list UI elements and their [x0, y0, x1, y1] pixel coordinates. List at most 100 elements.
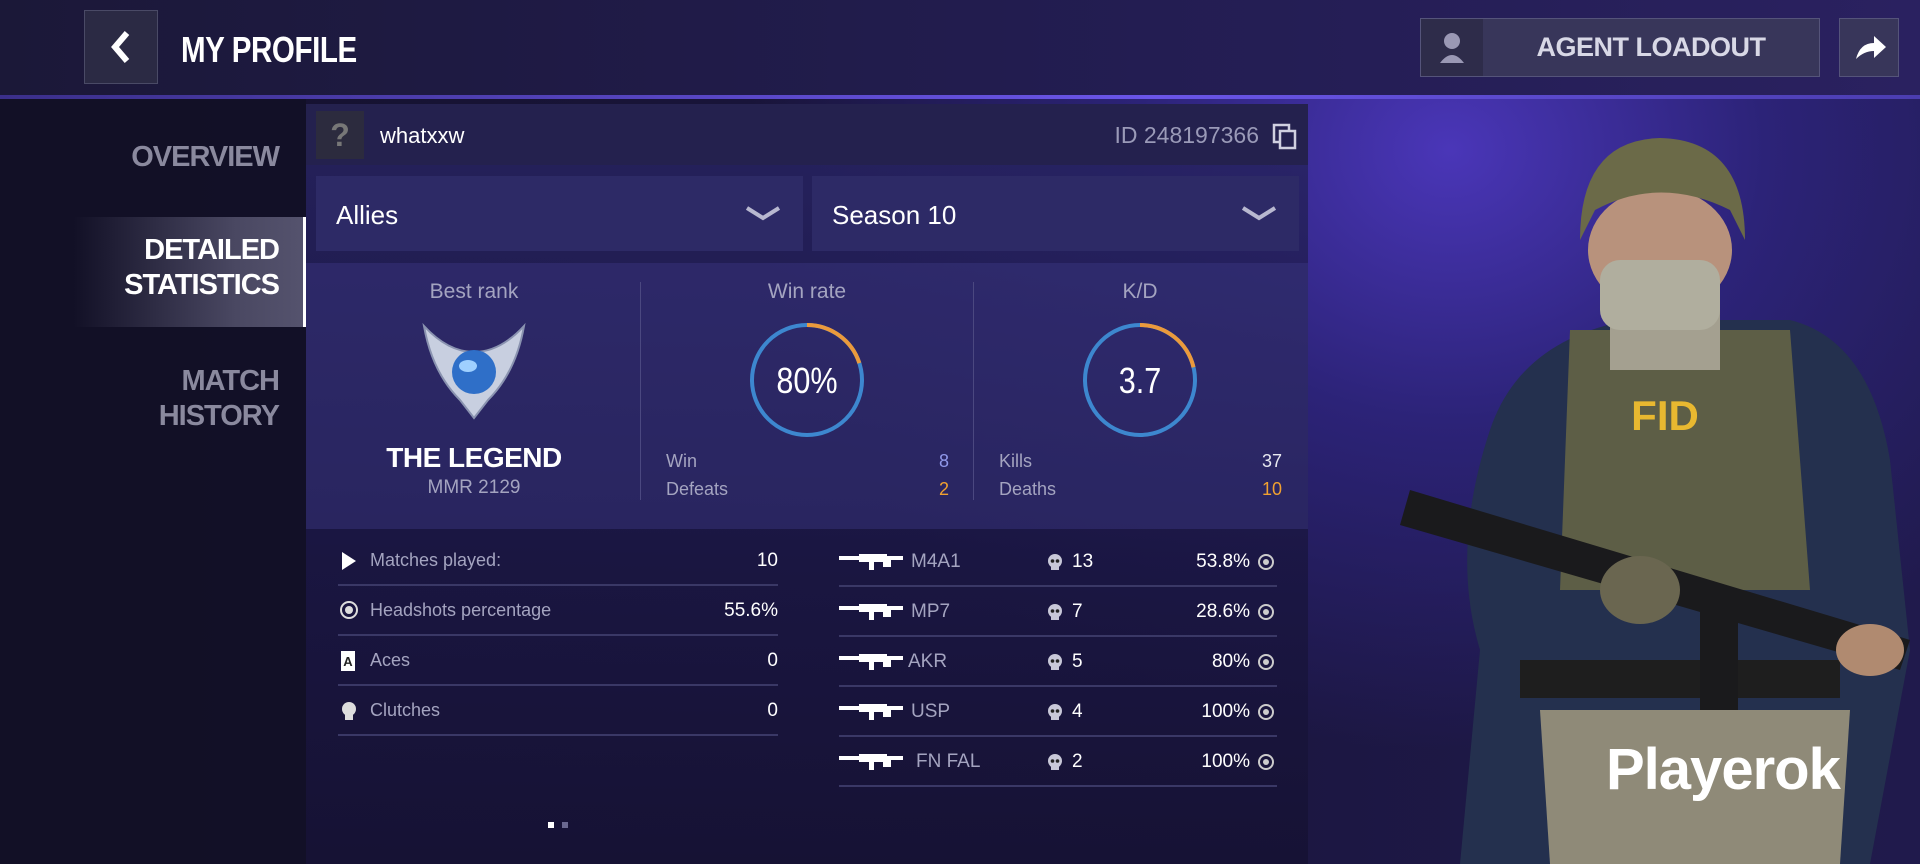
agent-loadout-button[interactable]: AGENT LOADOUT [1420, 18, 1820, 77]
column-label: K/D [1122, 280, 1158, 303]
weapon-headshot-percent: 80% [1211, 651, 1250, 672]
weapon-name: MP7 [911, 601, 951, 622]
rank-emblem [422, 322, 526, 420]
profile-header [306, 104, 1308, 165]
top-bar-line [0, 95, 1920, 99]
back-icon [111, 31, 130, 63]
share-icon [1856, 36, 1886, 59]
skull-icon [1048, 554, 1062, 570]
character-art: FID [1400, 138, 1910, 864]
page-dot[interactable] [562, 822, 568, 828]
stat-value: 0 [767, 650, 778, 671]
row-separator [338, 634, 778, 636]
divider [973, 282, 974, 500]
stat-row-label: Deaths [999, 479, 1057, 499]
skull-icon [1048, 754, 1062, 770]
weapon-headshot-percent: 28.6% [1196, 601, 1250, 622]
stat-row-value: 37 [1261, 451, 1282, 471]
row-separator [839, 735, 1277, 737]
weapon-icon [839, 704, 903, 720]
sidebar-item[interactable]: MATCH HISTORY [158, 365, 280, 432]
stat-icon [340, 601, 358, 619]
share-button[interactable] [1839, 18, 1899, 77]
sidebar-item[interactable]: OVERVIEW [131, 141, 280, 173]
player-name: whatxxw [380, 123, 465, 148]
dropdown-arrow [745, 206, 781, 221]
skull-icon [1048, 654, 1062, 670]
row-separator [338, 684, 778, 686]
vest-text: FID [1631, 392, 1699, 439]
rank-mmr: MMR 2129 [427, 477, 521, 498]
headshot-icon [1258, 754, 1274, 770]
stat-row-label: Kills [999, 451, 1033, 471]
weapon-icon [839, 604, 903, 620]
stat-icon [342, 552, 356, 570]
weapon-name: AKR [908, 651, 948, 672]
row-separator [338, 584, 778, 586]
row-separator [839, 585, 1277, 587]
stat-row-value: 2 [938, 479, 949, 499]
stat-label: Aces [370, 650, 411, 670]
ring-value: 3.7 [1118, 360, 1162, 401]
column-label: Win rate [767, 280, 847, 303]
divider [640, 282, 641, 500]
rank-name: THE LEGEND [386, 442, 562, 473]
weapon-icon [839, 654, 903, 670]
stat-row-label: Win [666, 451, 697, 471]
stat-value: 0 [767, 700, 778, 721]
row-separator [839, 685, 1277, 687]
stat-value: 10 [756, 550, 778, 571]
weapon-name: FN FAL [916, 751, 981, 772]
weapon-kills: 2 [1072, 751, 1083, 772]
weapon-kills: 13 [1072, 551, 1094, 572]
row-separator [839, 635, 1277, 637]
back-button[interactable] [84, 10, 158, 84]
filter-dropdown[interactable]: Season 10 [812, 176, 1299, 251]
weapon-icon [839, 554, 903, 570]
stat-row-value: 10 [1261, 479, 1282, 499]
agent-loadout-label: AGENT LOADOUT [1536, 32, 1767, 62]
weapon-headshot-percent: 53.8% [1196, 551, 1250, 572]
copy-id-button[interactable] [1271, 122, 1299, 150]
page-dot-active[interactable] [548, 822, 554, 828]
headshot-icon [1258, 704, 1274, 720]
headshot-icon [1258, 654, 1274, 670]
filter-label: Allies [336, 200, 399, 230]
headshot-icon [1258, 604, 1274, 620]
ring-value: 80% [776, 360, 838, 401]
row-separator [338, 734, 778, 736]
sidebar-item[interactable]: DETAILED STATISTICS [124, 234, 280, 301]
watermark: Playerok [1606, 737, 1841, 802]
ring [1083, 323, 1197, 437]
dropdown-arrow [1241, 206, 1277, 221]
headshot-icon [1258, 554, 1274, 570]
ring [750, 323, 864, 437]
filter-label: Season 10 [832, 200, 957, 230]
stat-value: 55.6% [724, 600, 778, 621]
stat-icon: A [341, 651, 355, 671]
stat-row-value: 8 [938, 451, 949, 471]
weapon-name: M4A1 [911, 551, 961, 572]
sidebar [0, 99, 306, 864]
skull-icon [1048, 704, 1062, 720]
stat-label: Matches played: [370, 550, 502, 570]
stat-icon [342, 702, 356, 720]
agent-icon [1440, 33, 1464, 63]
stat-label: Headshots percentage [370, 600, 552, 620]
weapon-headshot-percent: 100% [1201, 751, 1250, 772]
column-label: Best rank [429, 280, 519, 303]
weapon-kills: 7 [1072, 601, 1083, 622]
avatar: ? [316, 111, 364, 159]
stat-row-label: Defeats [666, 479, 729, 499]
row-separator [839, 785, 1277, 787]
stat-label: Clutches [370, 700, 441, 720]
page-title: MY PROFILE [181, 29, 357, 70]
player-id: ID 248197366 [1114, 122, 1259, 148]
weapon-headshot-percent: 100% [1201, 701, 1250, 722]
filter-dropdown[interactable]: Allies [316, 176, 803, 251]
sidebar-selected-bg [73, 217, 306, 327]
svg-text:A: A [343, 654, 353, 669]
sidebar-selected-bar [303, 217, 306, 327]
weapon-kills: 4 [1072, 701, 1083, 722]
